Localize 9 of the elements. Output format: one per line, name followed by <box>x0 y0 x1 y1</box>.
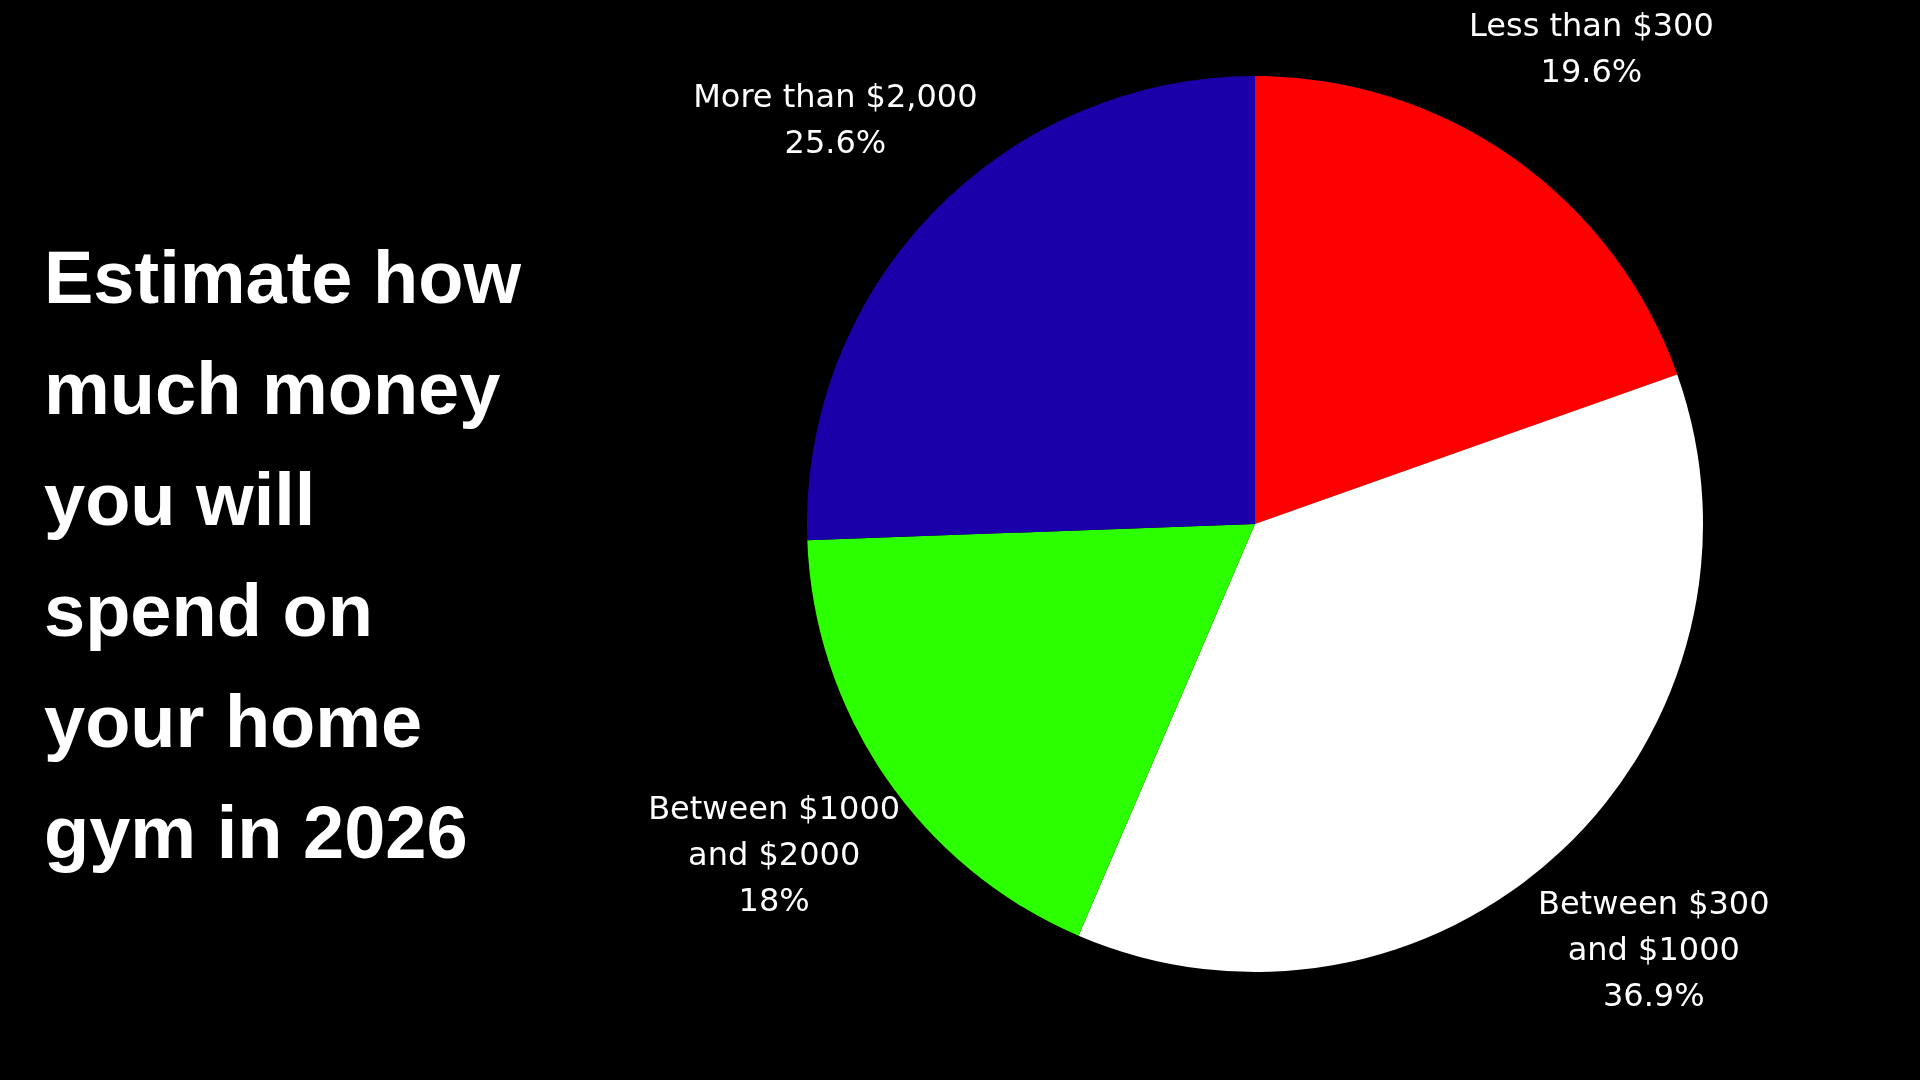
data-label: 19.6% <box>1540 51 1643 90</box>
slice-label: Between $1000 and $2000 <box>648 788 901 873</box>
slice-label: More than $2,000 <box>693 77 978 116</box>
data-label: 36.9% <box>1602 976 1705 1015</box>
slice-label: Between $300 and $1000 <box>1537 884 1770 969</box>
data-label: 25.6% <box>784 123 887 162</box>
data-label: 18% <box>738 880 810 919</box>
text: Estimate how much money you will spend on your home gym in 2026 <box>44 235 522 876</box>
slice-label: Less than $300 <box>1469 5 1714 44</box>
